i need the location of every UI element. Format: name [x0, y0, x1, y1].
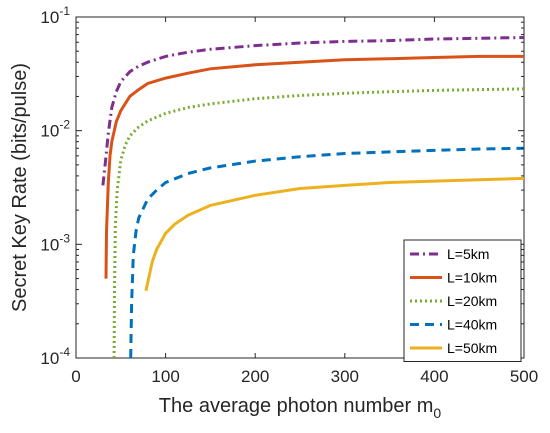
series-line-l-5km [101, 36, 525, 186]
x-tick-label: 0 [71, 367, 80, 386]
legend-label: L=50km [447, 340, 497, 356]
legend-label: L=10km [447, 270, 497, 286]
series-line-l-40km [129, 146, 525, 359]
y-tick-label: 10-3 [40, 231, 70, 254]
x-tick-label: 200 [241, 367, 269, 386]
legend-label: L=5km [447, 246, 489, 262]
legend-label: L=40km [447, 317, 497, 333]
series-line-l-10km [104, 54, 524, 279]
y-tick-label: 10-4 [40, 345, 70, 368]
series-line-l-50km [144, 176, 525, 292]
x-tick-label: 300 [331, 367, 359, 386]
y-tick-label: 10-1 [40, 4, 70, 27]
axis-ticks: 0 100 200 300 400 500 10-4 10-3 10-2 10-1 [40, 4, 538, 386]
y-tick-label: 10-2 [40, 118, 70, 141]
x-tick-label: 400 [420, 367, 448, 386]
series-line-l-20km [112, 87, 525, 359]
x-axis-title-main: The average photon number m [159, 395, 434, 417]
x-axis-title: The average photon number m0 [159, 395, 442, 421]
x-tick-label: 500 [510, 367, 538, 386]
legend: L=5km L=10km L=20km L=40km L=50km [403, 239, 522, 362]
x-tick-label: 100 [151, 367, 179, 386]
y-axis-title: Secret Key Rate (bits/pulse) [9, 63, 31, 312]
series-lines [101, 36, 525, 359]
x-axis-title-subscript: 0 [433, 405, 441, 421]
legend-box [403, 239, 522, 362]
legend-label: L=20km [447, 293, 497, 309]
